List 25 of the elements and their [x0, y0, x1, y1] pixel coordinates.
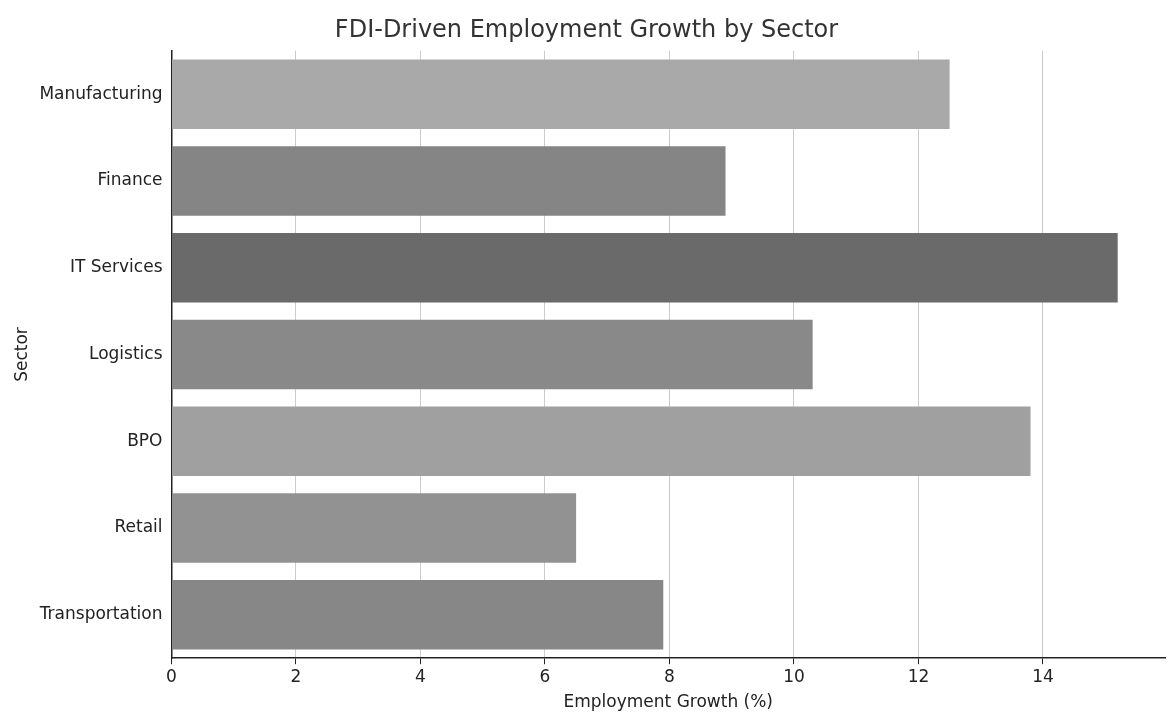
x-tick-label: 2 [290, 665, 302, 686]
y-tick-label: Retail [114, 516, 163, 537]
y-axis-title: Sector [10, 327, 31, 382]
y-tick-label: IT Services [70, 256, 163, 277]
y-tick-label: Transportation [38, 603, 163, 624]
bar [172, 319, 813, 390]
bar [172, 406, 1031, 476]
x-tick-label: 6 [539, 665, 551, 686]
y-tick-label: Manufacturing [39, 82, 163, 103]
bar [172, 59, 950, 129]
chart-title: FDI-Driven Employment Growth by Sector [334, 14, 839, 43]
x-tick-label: 14 [1032, 665, 1054, 686]
bar [172, 146, 726, 216]
y-tick-label: BPO [127, 429, 163, 450]
y-tick-label: Finance [97, 169, 163, 190]
x-tick-label: 12 [907, 665, 930, 686]
bar [172, 493, 577, 563]
x-tick-label: 0 [166, 665, 177, 686]
bar [172, 580, 664, 650]
y-tick-label: Logistics [88, 342, 163, 363]
x-axis-title: Employment Growth (%) [563, 691, 773, 712]
x-tick-label: 4 [415, 665, 426, 686]
x-tick-label: 10 [783, 665, 805, 686]
x-tick-label: 8 [664, 665, 675, 686]
bar [172, 233, 1118, 303]
